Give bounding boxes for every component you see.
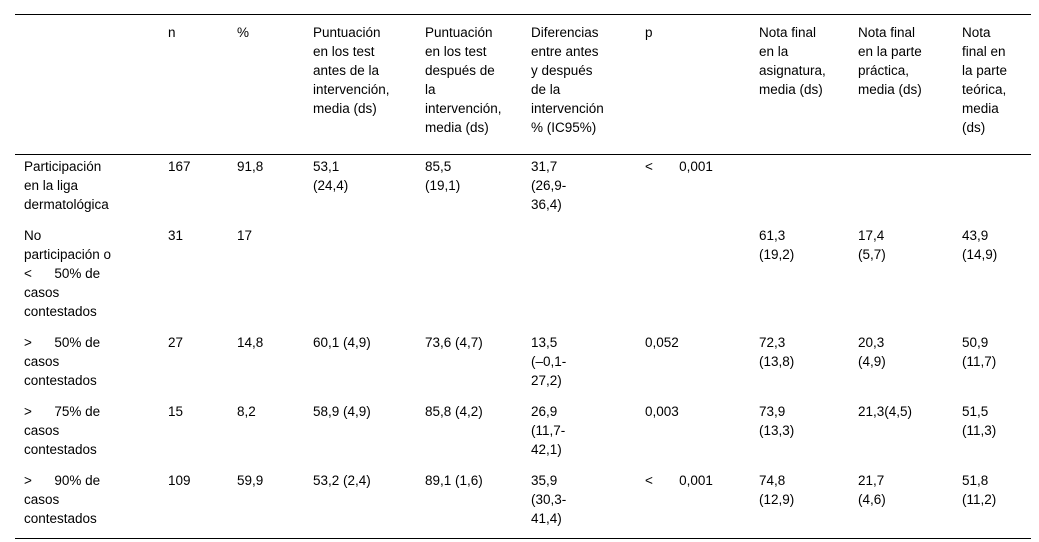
cell-score-after: 89,1 (1,6) xyxy=(425,469,531,539)
cell-grade-practical: 20,3 (4,9) xyxy=(858,335,886,369)
row-label: No participación o < 50% de casos contes… xyxy=(24,228,112,319)
cell-difference xyxy=(531,224,645,331)
table-header: n % Puntuación en los test antes de la i… xyxy=(15,14,1031,155)
cell-grade-theory: 43,9 (14,9) xyxy=(962,228,998,262)
cell-percent: 14,8 xyxy=(237,335,264,350)
cell-score-before: 60,1 (4,9) xyxy=(313,335,371,350)
cell-score-before: 53,2 (2,4) xyxy=(313,469,425,539)
row-label: > 75% de casos contestados xyxy=(24,404,101,457)
cell-grade-theory: 51,8 (11,2) xyxy=(962,469,1031,539)
col-header-final-grade-course: Nota final en la asignatura, media (ds) xyxy=(759,14,858,155)
row-label: > 50% de casos contestados xyxy=(24,335,101,388)
cell-score-after: 73,6 (4,7) xyxy=(425,335,483,350)
cell-grade-theory xyxy=(962,155,1031,225)
cell-n: 31 xyxy=(168,228,184,243)
cell-percent: 17 xyxy=(237,228,253,243)
cell-p: < 0,001 xyxy=(645,469,759,539)
cell-grade-practical: 21,7 (4,6) xyxy=(858,469,962,539)
col-header-differences: Diferencias entre antes y después de la … xyxy=(531,14,645,155)
cell-n: 167 xyxy=(168,159,191,174)
col-header-score-after: Puntuación en los test después de la int… xyxy=(425,14,531,155)
cell-difference: 31,7 (26,9- 36,4) xyxy=(531,159,567,212)
cell-score-before: 58,9 (4,9) xyxy=(313,404,371,419)
table-row-gt90: > 90% de casos contestados 109 59,9 53,2… xyxy=(15,469,1031,539)
cell-score-before: 53,1 (24,4) xyxy=(313,159,349,193)
cell-grade-practical: 21,3(4,5) xyxy=(858,404,913,419)
cell-grade-practical xyxy=(858,155,962,225)
cell-score-before xyxy=(313,224,425,331)
cell-difference: 13,5 (–0,1- 27,2) xyxy=(531,335,567,388)
cell-grade-course: 61,3 (19,2) xyxy=(759,228,795,262)
cell-p: 0,052 xyxy=(645,335,679,350)
results-table: n % Puntuación en los test antes de la i… xyxy=(15,14,1031,539)
col-header-p: p xyxy=(645,14,759,155)
col-header-rowlabel xyxy=(15,14,168,155)
cell-percent: 8,2 xyxy=(237,404,256,419)
table-row-gt50: > 50% de casos contestados 27 14,8 60,1 … xyxy=(15,331,1031,400)
cell-score-after xyxy=(425,224,531,331)
cell-p: 0,003 xyxy=(645,404,679,419)
col-header-score-before: Puntuación en los test antes de la inter… xyxy=(313,14,425,155)
cell-p: < 0,001 xyxy=(645,159,713,174)
cell-grade-course: 74,8 (12,9) xyxy=(759,469,858,539)
cell-n: 15 xyxy=(168,404,184,419)
col-header-percent: % xyxy=(237,14,313,155)
cell-score-after: 85,5 (19,1) xyxy=(425,159,461,193)
cell-grade-course: 72,3 (13,8) xyxy=(759,335,795,369)
row-label: Participación en la liga dermatológica xyxy=(24,159,109,212)
row-label: > 90% de casos contestados xyxy=(15,469,168,539)
cell-n: 27 xyxy=(168,335,184,350)
cell-percent: 59,9 xyxy=(237,469,313,539)
cell-grade-practical: 17,4 (5,7) xyxy=(858,228,886,262)
cell-score-after: 85,8 (4,2) xyxy=(425,404,483,419)
cell-percent: 91,8 xyxy=(237,159,264,174)
cell-p xyxy=(645,224,759,331)
cell-grade-course xyxy=(759,155,858,225)
col-header-final-grade-theory: Nota final en la parte teórica, media (d… xyxy=(962,14,1031,155)
col-header-final-grade-practical: Nota final en la parte práctica, media (… xyxy=(858,14,962,155)
cell-grade-theory: 51,5 (11,3) xyxy=(962,404,997,438)
table-row-participation: Participación en la liga dermatológica 1… xyxy=(15,155,1031,225)
cell-difference: 26,9 (11,7- 42,1) xyxy=(531,404,566,457)
cell-n: 109 xyxy=(168,469,237,539)
cell-grade-course: 73,9 (13,3) xyxy=(759,404,795,438)
table-row-gt75: > 75% de casos contestados 15 8,2 58,9 (… xyxy=(15,400,1031,469)
table-body: Participación en la liga dermatológica 1… xyxy=(15,155,1031,539)
table-row-no-participation: No participación o < 50% de casos contes… xyxy=(15,224,1031,331)
cell-grade-theory: 50,9 (11,7) xyxy=(962,335,997,369)
header-row: n % Puntuación en los test antes de la i… xyxy=(15,14,1031,155)
cell-difference: 35,9 (30,3- 41,4) xyxy=(531,469,645,539)
col-header-n: n xyxy=(168,14,237,155)
